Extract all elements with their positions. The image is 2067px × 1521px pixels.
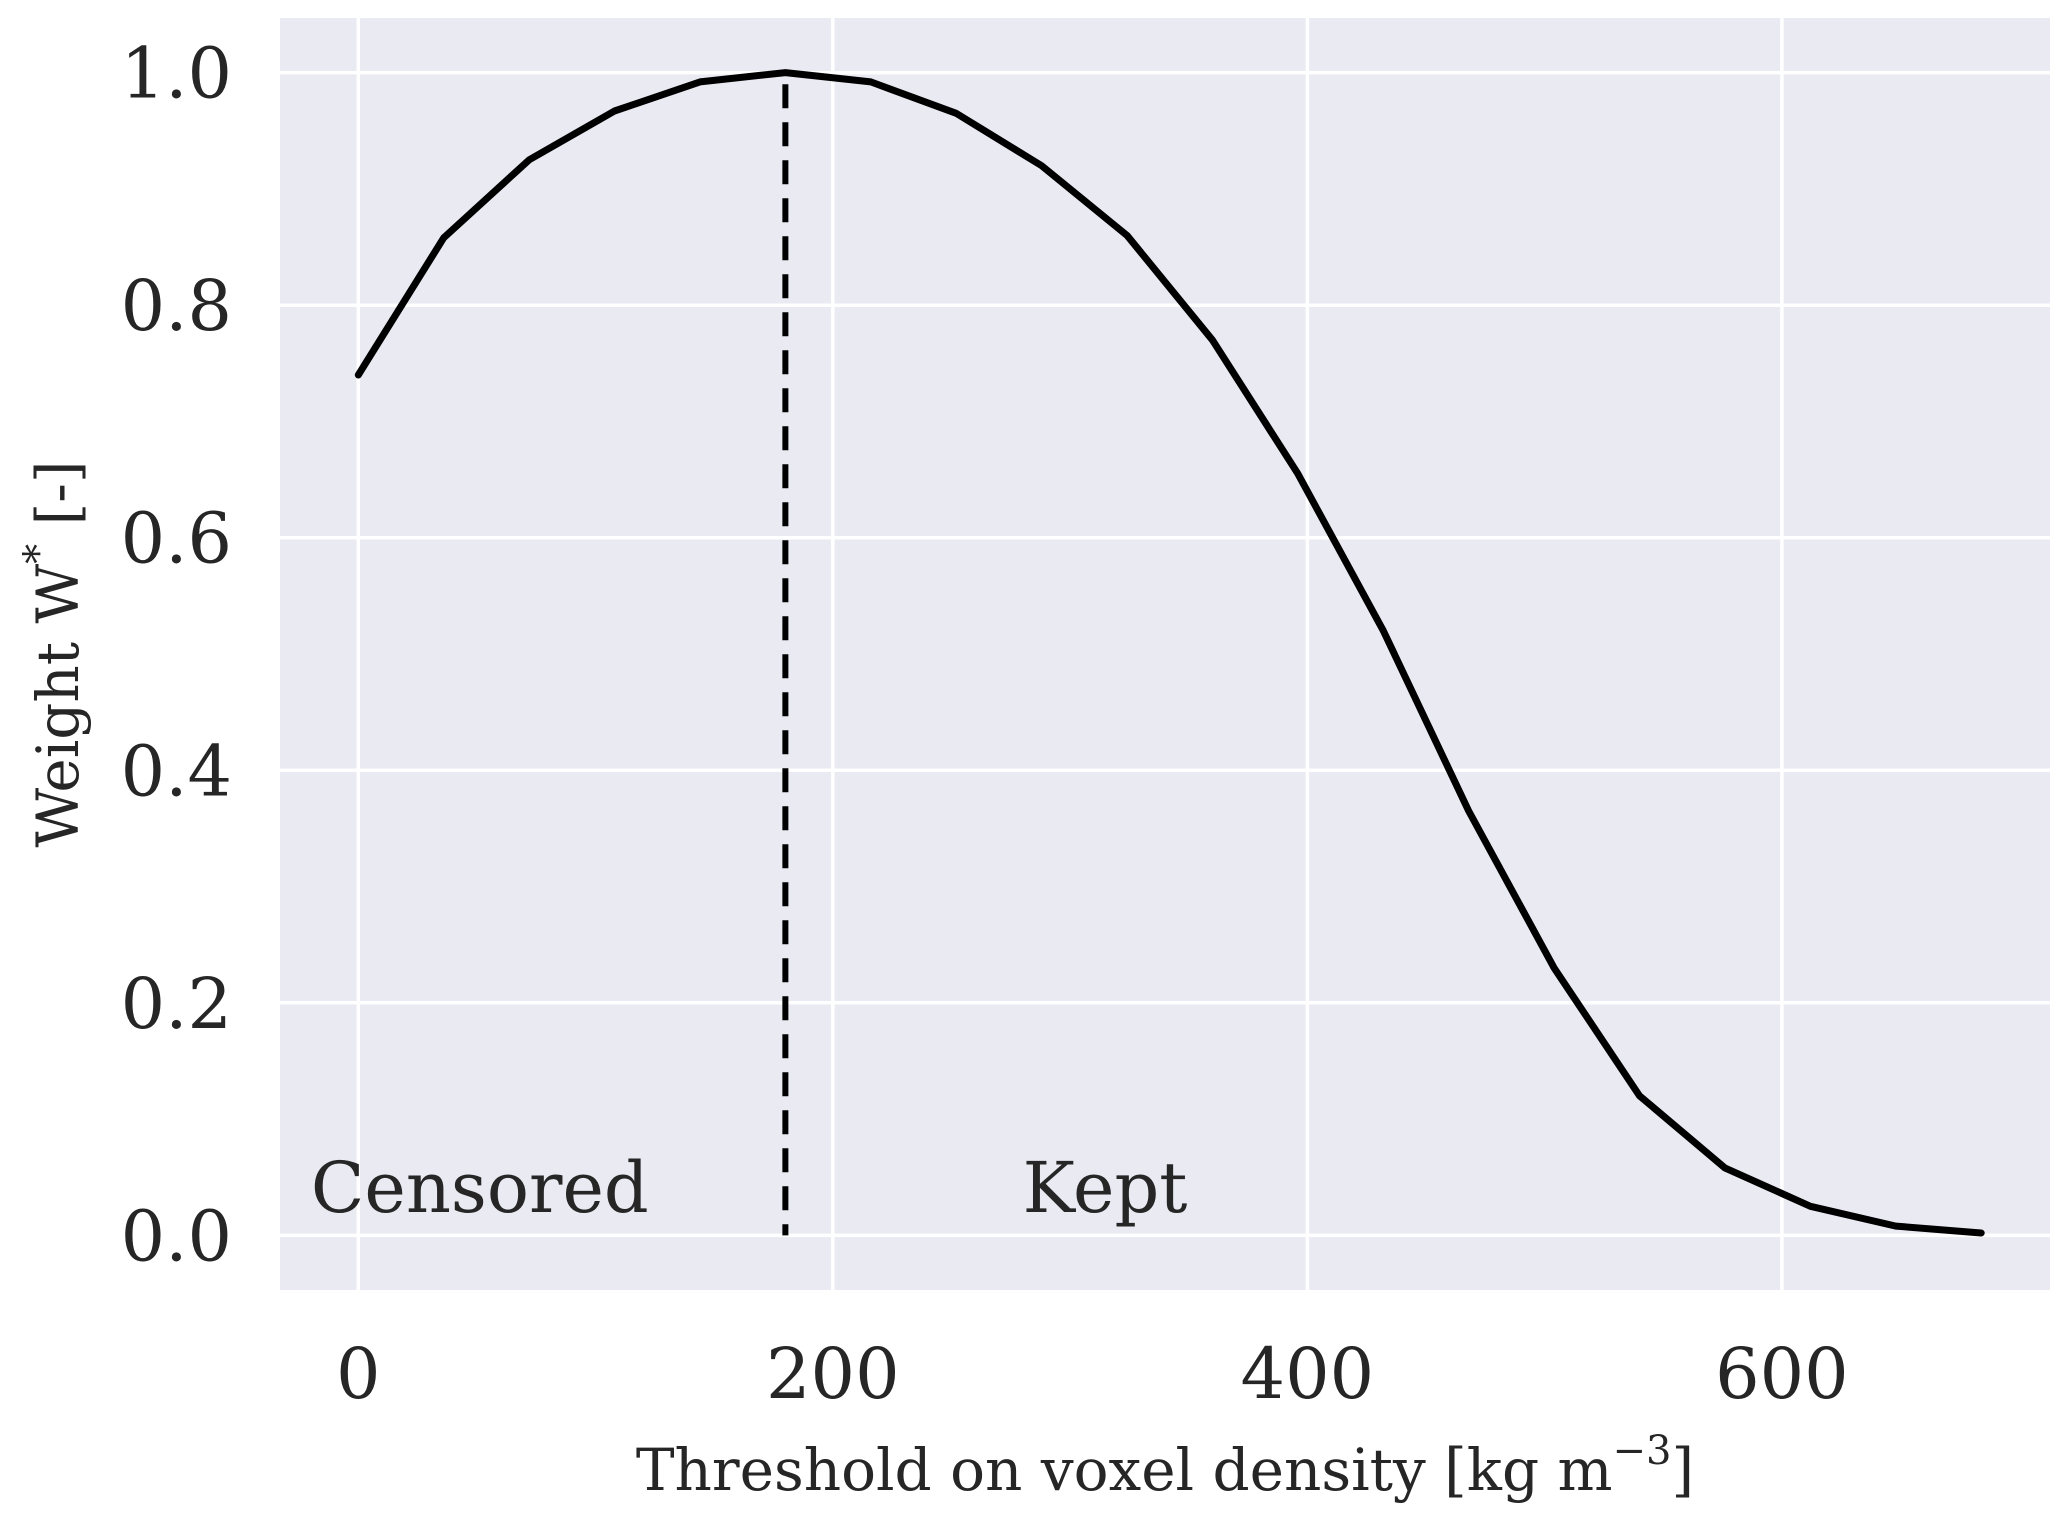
x-tick-label: 0	[336, 1333, 381, 1415]
y-tick-label: 1.0	[121, 33, 232, 115]
annotation-layer: Censored Kept	[311, 1147, 1188, 1229]
annotation-kept: Kept	[1023, 1147, 1188, 1229]
x-axis-label-superscript: −3	[1613, 1428, 1672, 1474]
y-axis-label-main: Weight W	[24, 563, 92, 847]
x-tick-label: 200	[766, 1333, 900, 1415]
y-tick-label: 0.4	[121, 730, 232, 812]
y-axis-label: Weight W* [-]	[16, 461, 92, 848]
x-tick-label: 400	[1241, 1333, 1375, 1415]
series-layer	[354, 69, 1985, 1237]
x-axis-label: Threshold on voxel density [kg m−3]	[636, 1428, 1694, 1504]
y-tick-label: 0.8	[121, 265, 232, 347]
grid	[280, 18, 2050, 1290]
series-line-0	[354, 69, 1985, 1237]
y-tick-labels: 0.0 0.2 0.4 0.6 0.8 1.0	[121, 33, 232, 1278]
plot-background	[280, 18, 2050, 1290]
x-tick-labels: 0 200 400 600	[336, 1333, 1849, 1415]
y-tick-label: 0.6	[121, 498, 232, 580]
y-axis-label-superscript: *	[16, 544, 62, 564]
x-tick-label: 600	[1715, 1333, 1849, 1415]
annotation-censored: Censored	[311, 1147, 649, 1229]
y-tick-label: 0.2	[121, 963, 232, 1045]
x-axis-label-end: ]	[1671, 1436, 1694, 1504]
x-axis-label-main: Threshold on voxel density [kg m	[636, 1436, 1613, 1504]
y-axis-label-end: [-]	[24, 461, 92, 544]
y-tick-label: 0.0	[121, 1195, 232, 1277]
